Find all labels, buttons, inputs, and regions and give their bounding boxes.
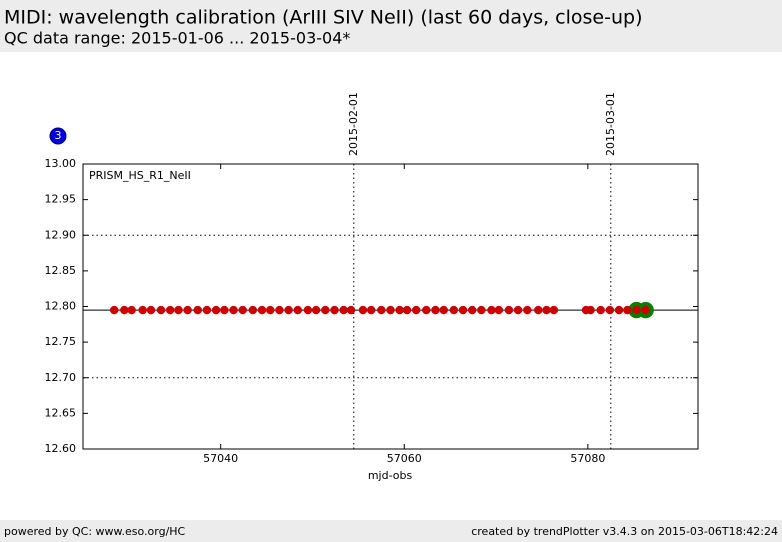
x-tick-label: 57040 (203, 452, 238, 465)
data-point (431, 305, 440, 315)
data-point (411, 305, 421, 315)
data-point (248, 305, 258, 315)
panel-label: PRISM_HS_R1_NeII (89, 169, 191, 182)
footer-band (0, 520, 782, 542)
x-tick-label: 57060 (387, 452, 422, 465)
data-point (109, 305, 119, 315)
data-point (523, 305, 532, 315)
data-point (487, 305, 496, 315)
data-point (229, 305, 238, 315)
data-point (641, 305, 650, 315)
y-tick-label: 12.95 (45, 193, 77, 206)
data-point (358, 305, 368, 315)
data-point (377, 305, 386, 315)
data-point (266, 305, 275, 315)
data-point (477, 305, 486, 315)
data-point (275, 305, 284, 315)
data-point (193, 305, 202, 315)
data-point (386, 305, 395, 315)
data-point (467, 305, 477, 315)
data-point (605, 305, 615, 315)
data-point (422, 305, 431, 315)
y-tick-label: 12.65 (45, 406, 77, 419)
data-point (632, 305, 641, 315)
y-tick-label: 12.75 (45, 335, 77, 348)
date-marker-label: 2015-02-01 (347, 92, 360, 156)
data-point (366, 305, 376, 315)
badge-text: 3 (55, 129, 62, 142)
data-point (238, 305, 247, 315)
y-tick-label: 13.00 (45, 157, 77, 170)
data-point (202, 305, 212, 315)
data-point (346, 305, 356, 315)
x-axis-label: mjd-obs (368, 469, 413, 482)
data-point (395, 305, 404, 315)
data-point (494, 305, 504, 315)
data-point (120, 305, 129, 315)
data-point (183, 305, 192, 315)
data-point (402, 305, 412, 315)
data-point (146, 305, 156, 315)
data-point (623, 305, 632, 315)
data-point (257, 305, 267, 315)
header-band (0, 0, 782, 52)
data-point (549, 305, 559, 315)
data-point (596, 305, 605, 315)
data-point (458, 305, 468, 315)
chart-subtitle: QC data range: 2015-01-06 ... 2015-03-04… (4, 29, 350, 48)
data-point (330, 305, 339, 315)
y-tick-label: 12.80 (45, 300, 77, 313)
data-point (127, 305, 136, 315)
data-point (220, 305, 229, 315)
badge-icon (49, 127, 67, 145)
footer-right: created by trendPlotter v3.4.3 on 2015-0… (471, 525, 778, 538)
data-point (165, 305, 175, 315)
data-point (311, 305, 321, 315)
data-point (138, 305, 147, 315)
date-marker-label: 2015-03-01 (604, 92, 617, 156)
data-point (156, 305, 166, 315)
data-point (534, 305, 543, 315)
y-tick-label: 12.90 (45, 228, 77, 241)
data-point (339, 305, 348, 315)
data-point (504, 305, 514, 315)
data-point (174, 305, 183, 315)
data-point (614, 305, 624, 315)
data-point (513, 305, 523, 315)
x-tick-label: 57080 (570, 452, 605, 465)
y-tick-label: 12.70 (45, 371, 77, 384)
y-tick-label: 12.85 (45, 264, 77, 277)
data-point (586, 305, 595, 315)
chart-title: MIDI: wavelength calibration (ArIII SIV … (4, 7, 643, 29)
data-point (293, 305, 303, 315)
data-point (303, 305, 313, 315)
data-point (449, 305, 459, 315)
data-point (542, 305, 551, 315)
data-point (321, 305, 330, 315)
data-point (439, 305, 448, 315)
data-point (211, 305, 221, 315)
footer-left: powered by QC: www.eso.org/HC (4, 525, 186, 538)
y-tick-label: 12.60 (45, 442, 77, 455)
data-point (284, 305, 293, 315)
